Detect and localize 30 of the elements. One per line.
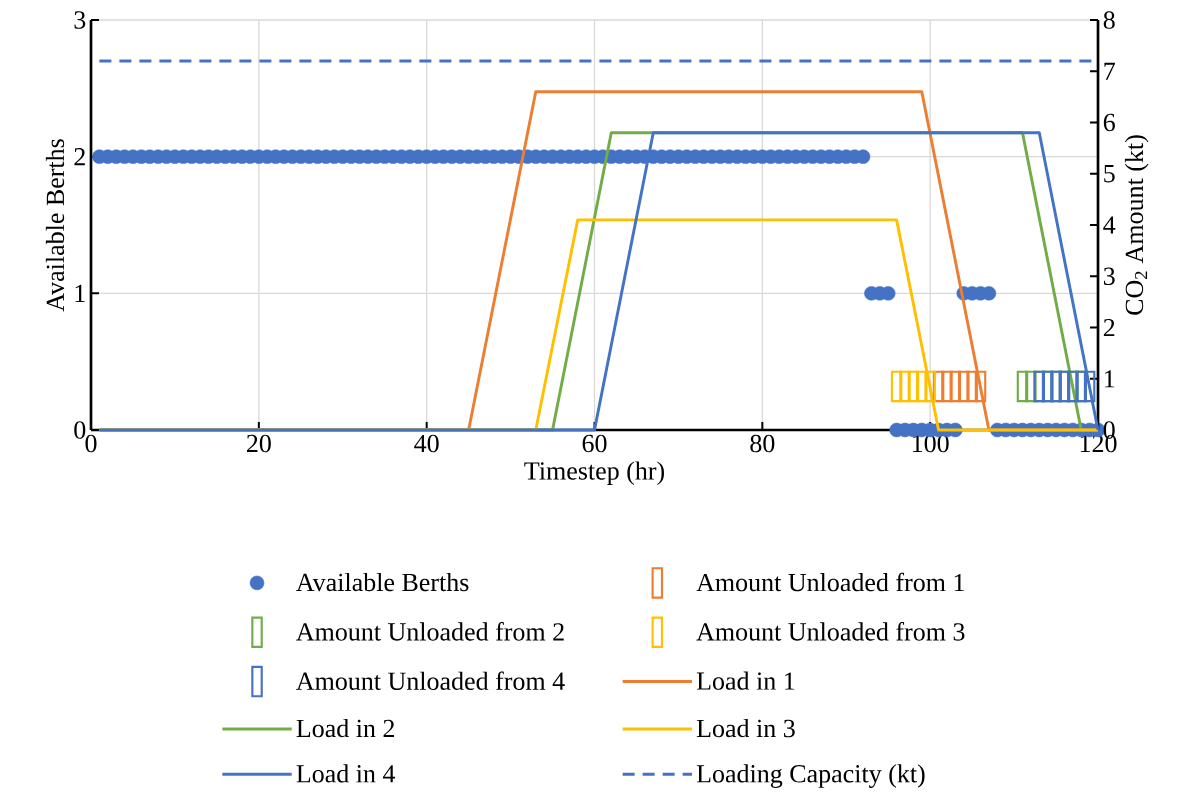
legend-label: Load in 3	[696, 718, 795, 738]
x-tick-label: 60	[582, 434, 607, 453]
x-tick-label: 100	[912, 434, 949, 453]
y2-tick-label: 1	[1105, 370, 1115, 388]
y-tick-label: 2	[74, 148, 85, 166]
y2-tick-label: 2	[1103, 318, 1115, 337]
legend-label: Available Berths	[296, 572, 469, 592]
legend-label: Amount Unloaded from 3	[696, 622, 965, 641]
legend-label: Load in 1	[696, 671, 795, 690]
legend-label: Amount Unloaded from 2	[296, 622, 564, 641]
x-axis-title: Timestep (hr)	[524, 461, 665, 485]
y2-tick-label: 6	[1103, 113, 1115, 132]
y-axis-title: Available Berths	[45, 139, 65, 312]
legend-label: Load in 4	[296, 764, 396, 783]
legend-label: Loading Capacity (kt)	[696, 764, 925, 788]
y-tick-label: 3	[74, 11, 86, 29]
legend-label: Amount Unloaded from 4	[296, 671, 565, 690]
legend-label: Amount Unloaded from 1	[696, 572, 964, 592]
y-tick-label: 1	[75, 284, 85, 302]
x-tick-label: 20	[246, 434, 271, 453]
y2-axis-title: CO$_{2}$ Amount (kt)	[1124, 135, 1149, 315]
y2-tick-label: 7	[1104, 62, 1115, 80]
x-tick-label: 40	[414, 434, 439, 453]
y-tick-label: 0	[74, 421, 86, 439]
legend-label: Load in 2	[296, 718, 395, 738]
y2-tick-label: 5	[1104, 165, 1115, 183]
y2-tick-label: 4	[1103, 216, 1116, 234]
y2-tick-label: 3	[1103, 267, 1115, 285]
y2-tick-label: 8	[1103, 11, 1115, 29]
x-tick-label: 80	[750, 434, 775, 453]
